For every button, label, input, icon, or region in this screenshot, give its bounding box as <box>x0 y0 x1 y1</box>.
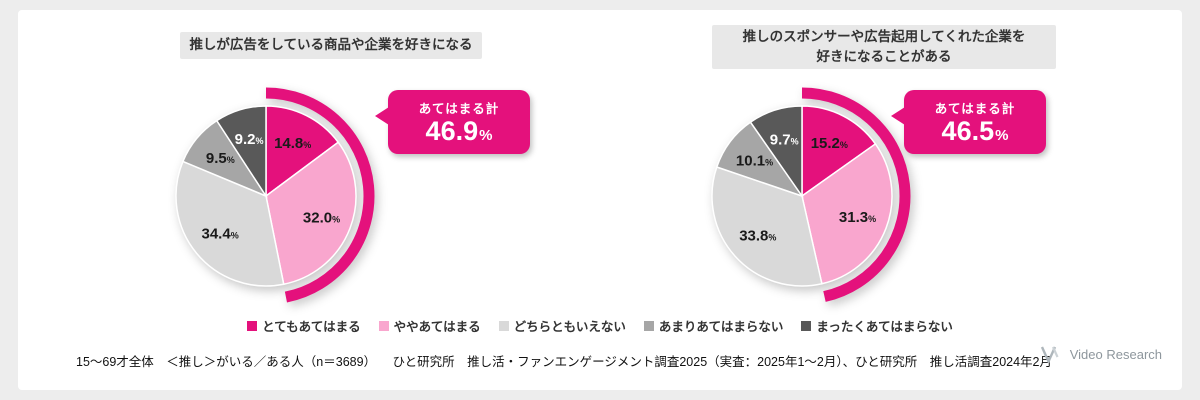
pie-slice <box>265 141 357 286</box>
chart-title-right: 推しのスポンサーや広告起用してくれた企業を 好きになることがある <box>712 25 1056 69</box>
pie-slice <box>801 142 893 285</box>
legend-label: とてもあてはまる <box>262 320 361 334</box>
chart-title-line: 好きになることがある <box>816 49 952 64</box>
pie-chart-left: 14.8% 32.0% 34.4% 9.5%9.2% <box>175 87 375 303</box>
percent-unit: % <box>995 127 1009 144</box>
footer-source-note: ひと研究所 推し活・ファンエンゲージメント調査2025（実査：2025年1～2月… <box>392 355 1052 369</box>
pie-slice <box>711 166 823 287</box>
chart-title-left: 推しが広告をしている商品や企業を好きになる <box>180 32 482 59</box>
slice-label: 34.4% <box>201 226 238 243</box>
legend-item: まったくあてはまらない <box>801 316 953 335</box>
callout-bubble-right: あてはまる計 46.5% <box>891 90 1046 154</box>
legend-swatch <box>643 320 654 331</box>
slice-label: 10.1% <box>736 152 773 169</box>
chart-title-line: 推しが広告をしている商品や企業を好きになる <box>189 37 473 53</box>
legend-item: ややあてはまる <box>378 316 481 335</box>
callout-label: あてはまる計 <box>934 102 1016 116</box>
pie-chart-right: 15.2% 31.3% 33.8% 10.1% 9.7% <box>711 87 911 302</box>
pie-slice <box>215 105 267 199</box>
legend-label: ややあてはまる <box>393 320 481 334</box>
legend-swatch <box>801 320 812 331</box>
pie-slice <box>265 105 340 198</box>
slice-label: 32.0% <box>303 209 340 226</box>
slice-label: 15.2% <box>811 135 848 152</box>
legend-swatch <box>378 320 389 331</box>
video-research-logo-text: Video Research <box>1069 347 1162 362</box>
legend-swatch <box>498 320 509 331</box>
legend-item: どちらともいえない <box>498 316 626 335</box>
callout-value: 46.9% <box>425 116 493 146</box>
legend-label: どちらともいえない <box>513 320 626 334</box>
slice-label: 9.5% <box>206 150 235 167</box>
slice-label: 9.2% <box>235 131 264 148</box>
footer: 15～69才全体 ＜推し＞がいる／ある人（n＝3689） ひと研究所 推し活・フ… <box>76 351 1052 370</box>
callout-bubble-left: あてはまる計 46.9% <box>375 90 530 154</box>
pie-slice <box>749 105 803 199</box>
legend-swatch <box>247 320 258 331</box>
callout-value: 46.5% <box>941 116 1009 146</box>
report-card: 推しが広告をしている商品や企業を好きになる 推しのスポンサーや広告起用してくれた… <box>18 10 1182 390</box>
agree-total-arc <box>801 87 911 302</box>
callout-label: あてはまる計 <box>418 102 500 116</box>
agree-total-arc <box>265 87 375 303</box>
percent-unit: % <box>479 127 493 144</box>
slice-label: 9.7% <box>770 131 799 148</box>
chart-title-line: 推しのスポンサーや広告起用してくれた企業を <box>742 28 1026 44</box>
slice-label: 31.3% <box>839 209 876 226</box>
legend-label: あまりあてはまらない <box>658 320 784 334</box>
legend-label: まったくあてはまらない <box>816 320 953 334</box>
pie-slice <box>801 105 877 198</box>
slice-label: 14.8% <box>274 135 311 152</box>
video-research-logo: Video Research <box>1040 346 1162 363</box>
legend-item: あまりあてはまらない <box>643 316 784 335</box>
video-research-logo-mark <box>1040 346 1059 363</box>
legend-item: とてもあてはまる <box>247 316 361 335</box>
footer-sample-note: 15～69才全体 ＜推し＞がいる／ある人（n＝3689） <box>76 355 377 369</box>
slice-label: 33.8% <box>739 228 776 245</box>
legend: とてもあてはまる ややあてはまる どちらともいえない あまりあてはまらない まったくあて… <box>18 316 1182 335</box>
